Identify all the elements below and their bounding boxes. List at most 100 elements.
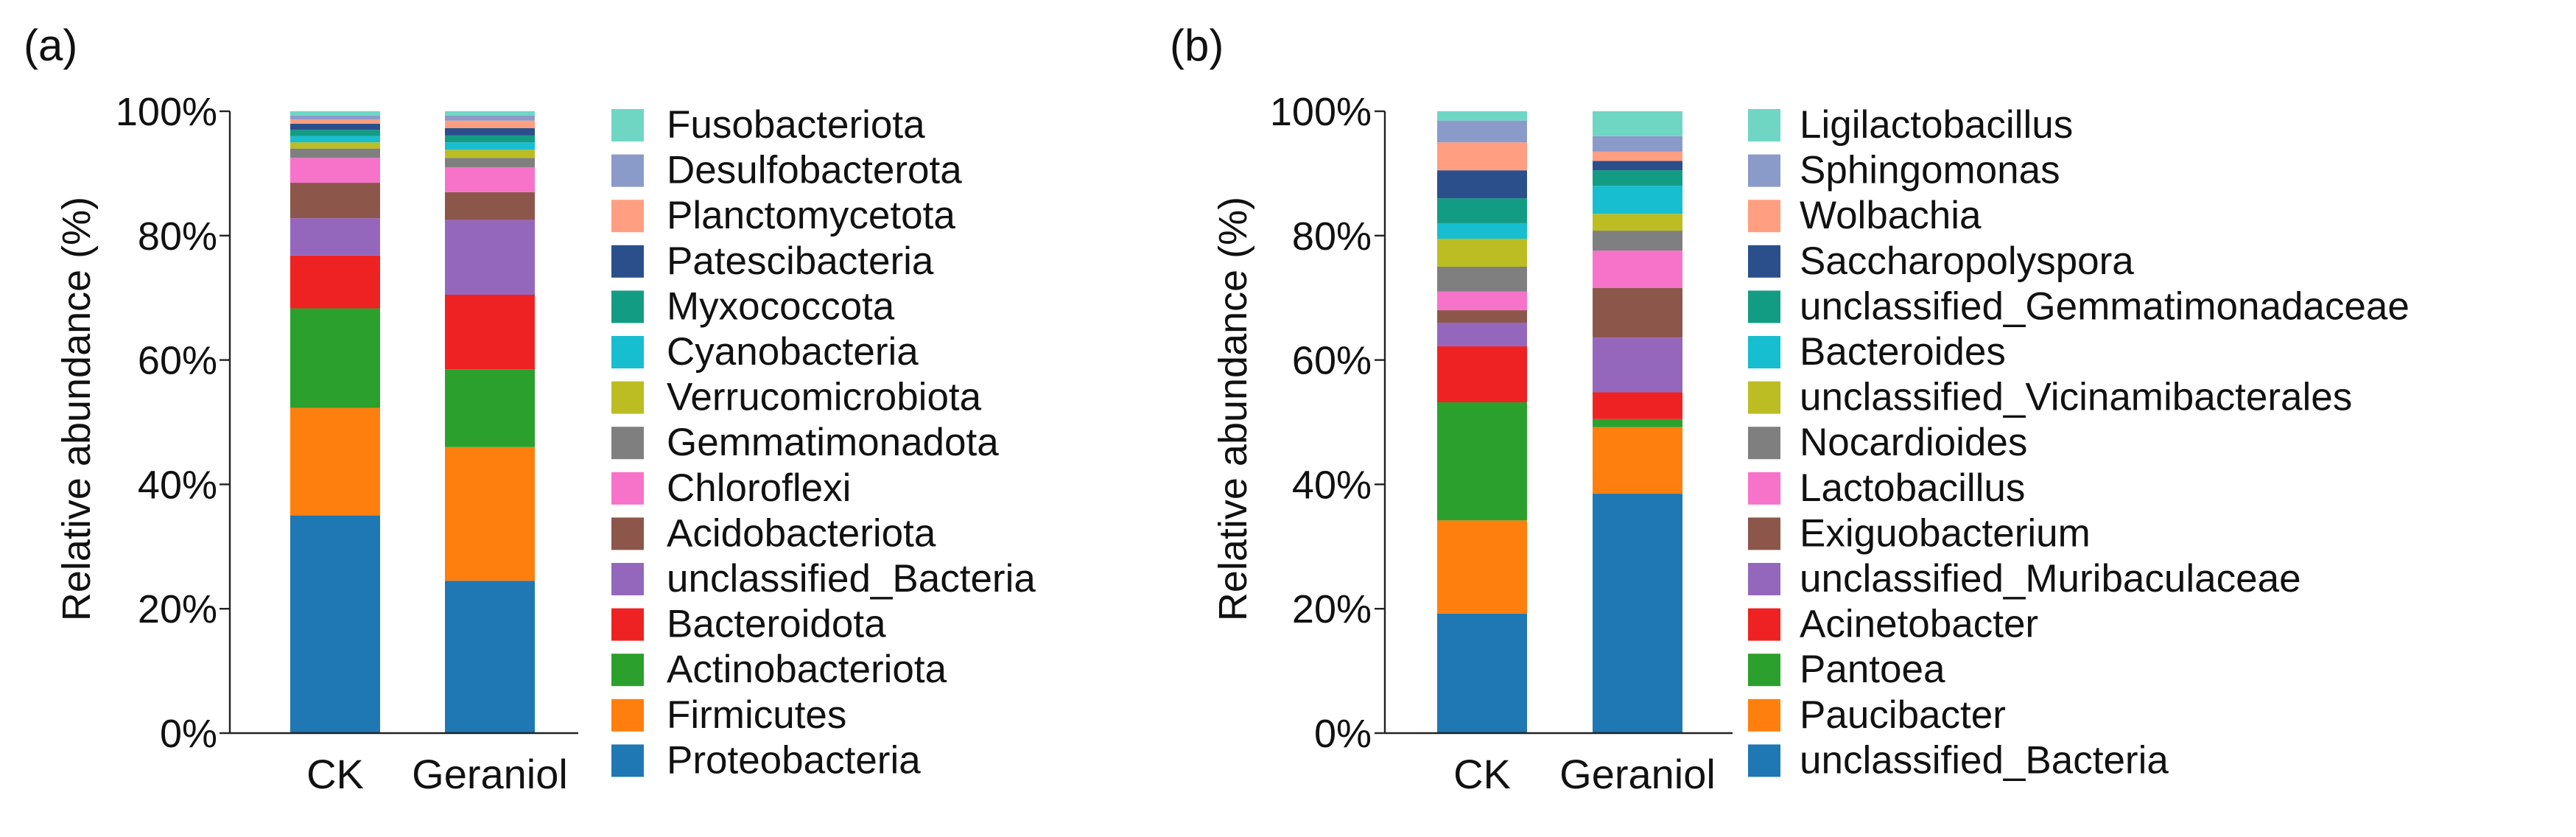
panel-b-legend-label-unclassified-vicinamibacterales: unclassified_Vicinamibacterales [1800,376,2352,419]
panel-a-legend-swatch-acidobacteriota [611,517,644,550]
panel-a-legend-label-cyanobacteria: Cyanobacteria [667,330,919,374]
panel-b-legend-label-unclassified-gemmatimonadaceae: unclassified_Gemmatimonadaceae [1800,284,2410,328]
panel-b-bar-ck-unclassified-vicinamibacterales [1437,239,1527,267]
panel-a: (a) Relative abundance (%) 0% 20% 40% 60% 80… [24,21,1036,797]
panel-b-bar-geraniol-nocardioides [1593,231,1682,251]
panel-a-legend-label-firmicutes: Firmicutes [667,693,846,737]
panel-a-bar-geraniol-firmicutes [445,446,535,581]
panel-b-x-tick-labels: CK Geraniol [1453,751,1716,797]
panel-a-bar-ck-fusobacteriota [290,111,380,116]
panel-b-y-tick-label: 100% [1270,90,1372,134]
panel-a-y-tick-label: 100% [116,90,217,134]
panel-b-bar-geraniol-bacteroides [1593,186,1682,214]
panel-a-bar-ck-unclassified-bacteria [290,218,380,256]
panel-b-legend-swatch-unclassified-muribaculaceae [1748,563,1780,595]
panel-a-legend-label-gemmatimonadota: Gemmatimonadota [667,421,999,464]
panel-b-bar-ck-ligilactobacillus [1437,111,1527,121]
panel-b-legend-swatch-ligilactobacillus [1748,109,1780,141]
panel-b-bar-ck-unclassified-muribaculaceae [1437,322,1527,347]
panel-a-bar-ck-desulfobacterota [290,115,380,119]
panel-b-bar-ck-bacteroides [1437,223,1527,239]
panel-b-bar-geraniol-ligilactobacillus [1593,111,1682,136]
panel-a-legend-swatch-patescibacteria [611,245,644,278]
panel-a-y-axis-title: Relative abundance (%) [55,197,99,621]
panel-a-legend-swatch-desulfobacterota [611,154,644,187]
panel-a-legend-swatch-proteobacteria [611,744,644,777]
panel-b-label: (b) [1170,21,1224,70]
panel-b-legend-swatch-nocardioides [1748,427,1780,460]
panel-a-legend-label-patescibacteria: Patescibacteria [667,239,934,283]
panel-a-bar-geraniol-myxococcota [445,135,535,143]
panel-b-legend-label-unclassified-muribaculaceae: unclassified_Muribaculaceae [1800,557,2301,600]
panel-b-legend-swatch-pantoea [1748,654,1780,687]
panel-b-y-axis-title: Relative abundance (%) [1211,197,1255,621]
panel-a-bar-ck-actinobacteriota [290,308,380,408]
panel-a-bar-ck-planctomycetota [290,119,380,124]
panel-a-bar-geraniol-unclassified-bacteria [445,220,535,295]
panel-a-bar-geraniol-proteobacteria [445,581,535,733]
panel-a-bar-ck-proteobacteria [290,515,380,733]
panel-a-legend-swatch-fusobacteriota [611,109,644,141]
panel-b-bar-geraniol-exiguobacterium [1593,287,1682,338]
panel-a-y-tick-label: 0% [160,712,217,756]
panel-a-legend-swatch-verrucomicrobiota [611,381,644,414]
panel-b-bar-geraniol-paucibacter [1593,427,1682,494]
panel-a-x-tick-label-ck: CK [306,751,364,797]
panel-b-bar-ck-pantoea [1437,402,1527,521]
panel-b-legend-swatch-saccharopolyspora [1748,245,1780,278]
panel-a-bar-geraniol-planctomycetota [445,120,535,128]
panel-a-bars [290,111,535,733]
panel-a-legend-label-planctomycetota: Planctomycetota [667,194,955,237]
panel-b-x-tick-label-ck: CK [1453,751,1511,797]
panel-b-y-tick-label: 60% [1292,339,1372,383]
panel-a-legend-swatch-myxococcota [611,290,644,323]
panel-a-bar-geraniol-gemmatimonadota [445,158,535,167]
panel-b-legend-label-exiguobacterium: Exiguobacterium [1800,511,2091,555]
panel-a-y-tick-label: 60% [138,339,217,383]
panel-b-bars [1437,111,1682,733]
panel-a-x-tick-labels: CK Geraniol [306,751,568,797]
panel-b-legend-label-pantoea: Pantoea [1800,648,1945,691]
panel-b-legend-swatch-lactobacillus [1748,472,1780,505]
panel-b-bar-geraniol-lactobacillus [1593,251,1682,288]
panel-a-bar-geraniol-cyanobacteria [445,142,535,150]
panel-b-y-tick-label: 80% [1292,214,1372,259]
panel-a-bar-ck-chloroflexi [290,158,380,183]
panel-b-legend-swatch-unclassified-gemmatimonadaceae [1748,290,1780,323]
panel-b-legend-swatch-bacteroides [1748,336,1780,368]
panel-a-bar-geraniol-verrucomicrobiota [445,150,535,158]
panel-a-legend-swatch-actinobacteriota [611,654,644,687]
panel-a-legend-label-bacteroidota: Bacteroidota [667,603,886,646]
panel-b-legend-label-saccharopolyspora: Saccharopolyspora [1800,239,2134,283]
panel-b-legend-swatch-acinetobacter [1748,608,1780,641]
panel-a-y-tick-label: 20% [138,587,217,631]
panel-b-bar-geraniol-unclassified-vicinamibacterales [1593,214,1682,231]
panel-b-legend-label-bacteroides: Bacteroides [1800,330,2006,374]
panel-b-bar-geraniol-acinetobacter [1593,392,1682,419]
panel-b-bar-ck-wolbachia [1437,142,1527,171]
panel-b-bar-ck-nocardioides [1437,267,1527,292]
panel-b-bar-geraniol-pantoea [1593,418,1682,427]
panel-a-legend-label-verrucomicrobiota: Verrucomicrobiota [667,376,982,419]
panel-a-bar-geraniol-chloroflexi [445,167,535,192]
panel-b-bar-ck-unclassified-gemmatimonadaceae [1437,198,1527,223]
panel-b-bar-geraniol-unclassified-muribaculaceae [1593,337,1682,393]
panel-a-bar-geraniol-fusobacteriota [445,111,535,116]
panel-b-bar-geraniol-unclassified-gemmatimonadaceae [1593,170,1682,186]
panel-b-bar-ck-sphingomonas [1437,120,1527,143]
panel-a-legend-swatch-cyanobacteria [611,336,644,368]
panel-b-bar-ck-saccharopolyspora [1437,170,1527,199]
panel-a-legend-swatch-firmicutes [611,698,644,732]
panel-a-legend-label-fusobacteriota: Fusobacteriota [667,103,925,147]
panel-b-y-tick-label: 0% [1314,712,1372,756]
panel-a-legend-swatch-unclassified-bacteria [611,563,644,595]
panel-a-y-tick-labels: 0% 20% 40% 60% 80% 100% [116,90,230,756]
panel-b-bar-geraniol-wolbachia [1593,151,1682,161]
panel-a-legend-swatch-planctomycetota [611,200,644,233]
panel-b-bar-geraniol-unclassified-bacteria [1593,494,1682,733]
panel-a-bar-ck-firmicutes [290,407,380,516]
panel-b-legend-swatch-sphingomonas [1748,154,1780,187]
panel-a-legend-label-acidobacteriota: Acidobacteriota [667,511,936,555]
panel-a-legend-label-myxococcota: Myxococcota [667,284,895,328]
